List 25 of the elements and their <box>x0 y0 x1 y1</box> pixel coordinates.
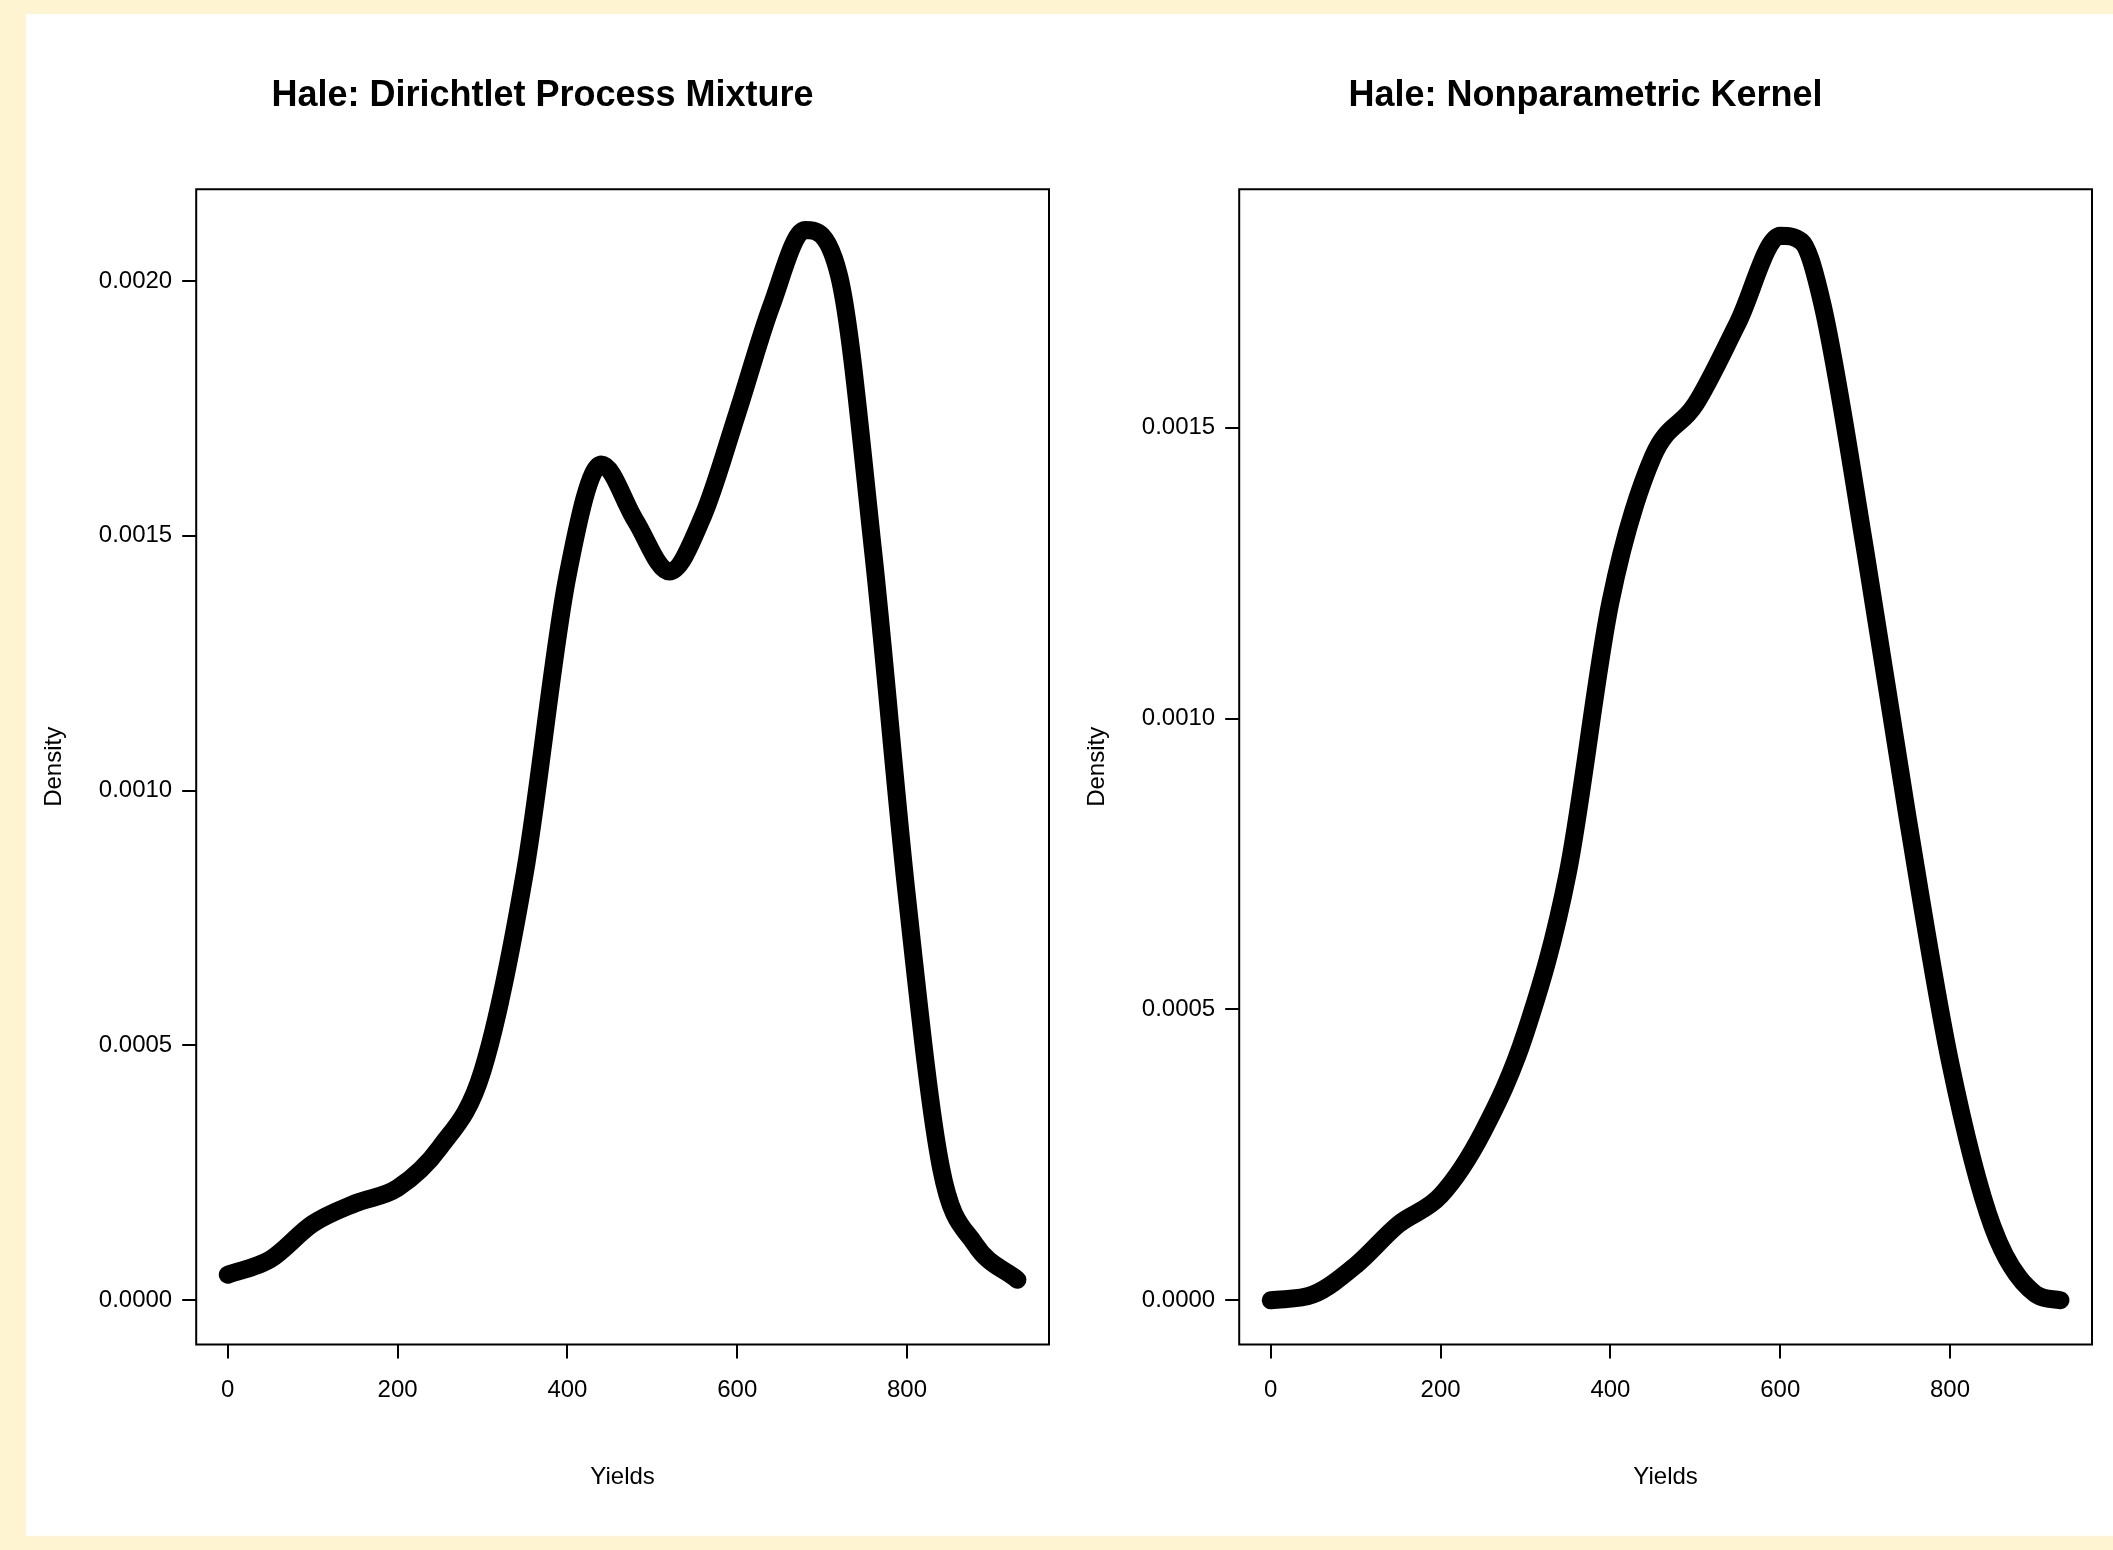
y-tick-label: 0.0015 <box>1141 412 1216 440</box>
y-tick-label: 0.0005 <box>98 1029 173 1057</box>
x-tick-label: 200 <box>1420 1375 1461 1403</box>
chart-title: Hale: Nonparametric Kernel <box>1348 72 1823 114</box>
x-tick-label: 600 <box>717 1375 758 1403</box>
y-tick-label: 0.0005 <box>1141 994 1216 1022</box>
y-axis-title: Density <box>1082 726 1110 807</box>
chart-title: Hale: Dirichtlet Process Mixture <box>271 72 814 114</box>
x-tick-label: 400 <box>1590 1375 1631 1403</box>
x-axis-title: Yields <box>590 1462 655 1490</box>
y-axis-title: Density <box>39 726 67 807</box>
y-tick-label: 0.0020 <box>98 265 173 293</box>
y-tick-label: 0.0010 <box>1141 703 1216 731</box>
y-tick-label: 0.0000 <box>98 1284 173 1312</box>
y-tick-label: 0.0015 <box>98 520 173 548</box>
x-tick-label: 0 <box>1264 1375 1278 1403</box>
x-tick-label: 800 <box>1930 1375 1971 1403</box>
x-tick-label: 600 <box>1760 1375 1801 1403</box>
y-tick-label: 0.0010 <box>98 775 173 803</box>
x-tick-label: 200 <box>377 1375 418 1403</box>
x-tick-label: 0 <box>221 1375 235 1403</box>
y-tick-label: 0.0000 <box>1141 1284 1216 1312</box>
x-axis-title: Yields <box>1633 1462 1698 1490</box>
x-tick-label: 800 <box>887 1375 928 1403</box>
x-tick-label: 400 <box>547 1375 588 1403</box>
